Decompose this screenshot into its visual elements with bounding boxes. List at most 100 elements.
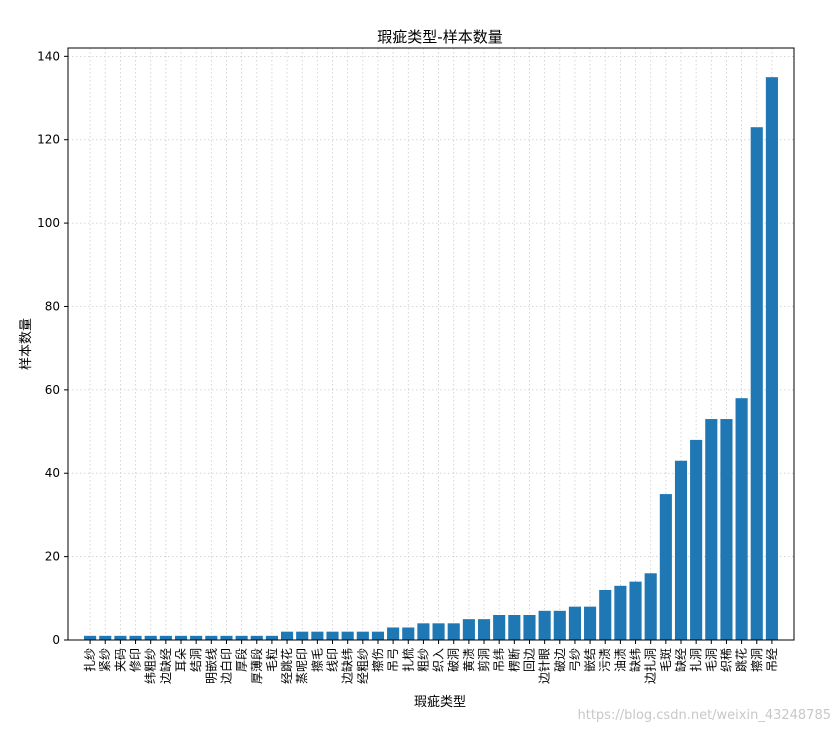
x-tick-label: 破洞 — [446, 648, 461, 672]
x-tick-label: 擦毛 — [310, 648, 324, 672]
bar — [674, 460, 688, 640]
y-tick-label: 20 — [45, 550, 60, 564]
x-tick-label: 耳朵 — [174, 648, 188, 672]
x-tick-label: 紧纱 — [98, 648, 112, 672]
bars — [84, 77, 778, 641]
y-tick-label: 80 — [45, 299, 60, 313]
x-tick-label: 缺经 — [673, 648, 688, 672]
bar — [720, 419, 733, 640]
x-tick-label: 毛洞 — [704, 648, 718, 672]
x-tick-label: 楞断 — [506, 648, 521, 672]
x-tick-label: 边缺经 — [158, 648, 173, 684]
bar — [205, 635, 218, 640]
x-tick-label: 吊经 — [765, 648, 779, 672]
bar — [599, 589, 612, 640]
x-axis: 扎纱 紧纱 夹码 修印 纬粗纱 边缺经 耳朵 结洞 明嵌线 边白印 厚段 厚薄段 毛粒 经跳花 蒸呢印 擦毛线… — [83, 640, 779, 684]
y-tick-label: 0 — [52, 633, 60, 647]
x-tick-label: 边白印 — [218, 648, 233, 684]
bar — [523, 614, 536, 640]
bar — [371, 631, 385, 640]
bar — [402, 627, 415, 640]
x-tick-label: 织入 — [432, 648, 446, 672]
x-tick-label: 弓纱 — [568, 648, 582, 672]
x-tick-label: 擦伤 — [371, 648, 385, 672]
x-tick-label: 污渍 — [598, 648, 612, 672]
bar — [159, 635, 172, 640]
bar — [250, 635, 263, 640]
bar — [765, 77, 778, 640]
bar — [144, 635, 157, 640]
x-tick-label: 纬粗纱 — [144, 648, 158, 684]
bar — [311, 631, 324, 640]
x-tick-label: 毛斑 — [659, 648, 673, 672]
x-tick-label: 毛粒 — [264, 648, 279, 672]
bar — [735, 398, 748, 640]
x-tick-label: 嵌结 — [583, 648, 597, 672]
bar — [281, 631, 294, 640]
plot-frame — [67, 47, 795, 641]
y-tick-label: 60 — [45, 383, 60, 397]
bar — [462, 619, 475, 640]
bar — [644, 573, 657, 640]
y-axis: 0 20 40 60 80 100 120 140 — [37, 49, 68, 647]
y-tick-label: 120 — [37, 133, 60, 147]
bar — [629, 581, 642, 640]
y-tick-label: 140 — [37, 49, 60, 63]
x-tick-label: 擦洞 — [750, 648, 764, 672]
bar — [584, 606, 597, 640]
x-tick-label: 吊弓 — [386, 648, 400, 672]
bar — [568, 606, 581, 640]
x-tick-label: 回边 — [522, 648, 536, 672]
x-tick-label: 经粗纱 — [356, 648, 370, 684]
bar — [493, 614, 506, 640]
watermark: https://blog.csdn.net/weixin_43248785 — [577, 708, 831, 723]
x-tick-label: 经跳花 — [279, 648, 294, 684]
bar — [432, 623, 445, 640]
bar — [705, 419, 718, 640]
bar — [356, 631, 369, 640]
bar — [84, 635, 97, 640]
bar — [659, 494, 672, 640]
bar — [190, 635, 203, 640]
x-tick-label: 结洞 — [189, 648, 203, 672]
bar — [174, 635, 188, 640]
x-tick-label: 明嵌线 — [204, 648, 218, 684]
bar — [553, 610, 566, 640]
x-tick-label: 扎梳 — [400, 648, 415, 672]
x-tick-label: 边针眼 — [537, 648, 552, 684]
x-tick-label: 厚段 — [234, 648, 249, 672]
x-tick-label: 厚薄段 — [249, 648, 264, 684]
bar — [129, 635, 142, 640]
x-tick-label: 黄渍 — [462, 648, 476, 672]
bar — [114, 635, 127, 640]
grid-lines — [68, 48, 794, 641]
x-tick-label: 缺纬 — [628, 648, 643, 672]
chart-title: 瑕疵类型-样本数量 — [377, 28, 502, 46]
bar — [387, 627, 400, 640]
x-tick-label: 粗纱 — [416, 648, 430, 672]
bar — [614, 585, 627, 640]
bar — [508, 614, 521, 640]
x-tick-label: 扎纱 — [83, 648, 97, 672]
x-tick-label: 吊纬 — [492, 648, 506, 672]
y-axis-label: 样本数量 — [19, 318, 34, 370]
x-tick-label: 边缺纬 — [340, 648, 355, 684]
bar — [235, 635, 248, 640]
x-tick-label: 修印 — [128, 648, 143, 672]
x-tick-label: 边扎洞 — [644, 648, 658, 684]
x-tick-label: 破边 — [552, 648, 567, 672]
x-tick-label: 扎洞 — [689, 648, 703, 672]
bar — [538, 610, 551, 640]
x-axis-label: 瑕疵类型 — [414, 695, 466, 710]
y-tick-label: 40 — [45, 466, 60, 480]
bar — [265, 635, 278, 640]
bar — [99, 635, 112, 640]
bar — [417, 623, 430, 640]
bar — [326, 631, 339, 640]
bar — [296, 631, 309, 640]
bar — [750, 127, 763, 641]
x-tick-label: 线印 — [326, 648, 340, 672]
bar — [690, 439, 703, 640]
x-tick-label: 夹码 — [113, 648, 127, 672]
